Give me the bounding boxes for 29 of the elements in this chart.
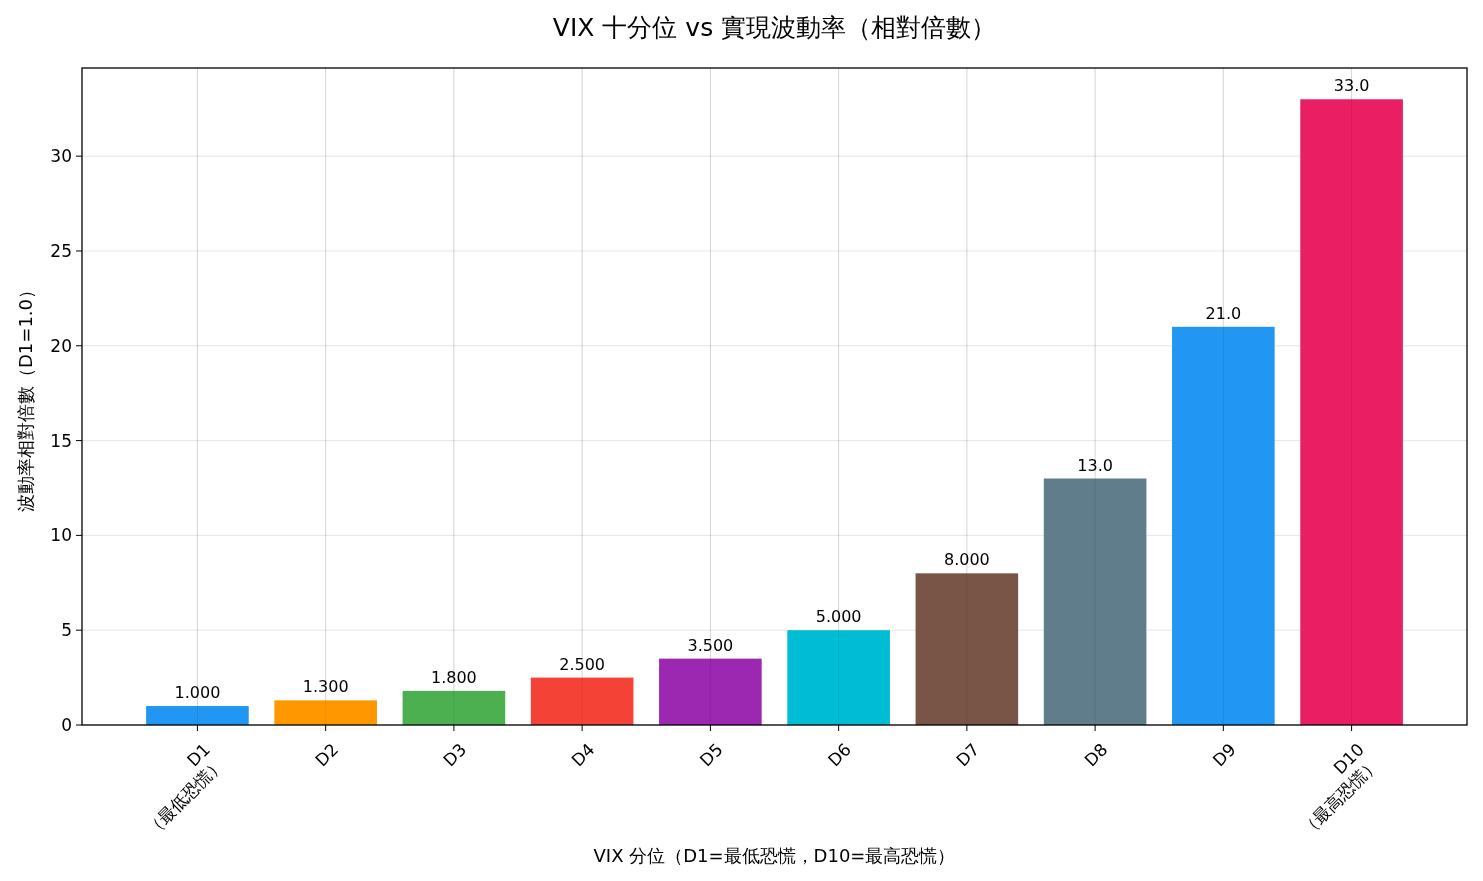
x-tick-label: D1 （最低恐慌）: [142, 739, 229, 840]
x-tick-label: D6: [824, 739, 856, 771]
x-axis-title: VIX 分位（D1=最低恐慌，D10=最高恐慌）: [593, 845, 956, 866]
x-tick-label: D7: [952, 739, 984, 771]
y-tick-label: 25: [50, 240, 72, 261]
y-tick-label: 5: [61, 620, 72, 641]
x-tick-label: D8: [1080, 739, 1112, 771]
data-label: 8.000: [943, 550, 990, 570]
data-label: 5.000: [815, 607, 862, 627]
y-tick-label: 30: [50, 146, 72, 167]
data-label: 1.300: [302, 677, 349, 697]
data-label: 1.000: [174, 683, 221, 703]
x-tick-label: D2: [311, 739, 343, 771]
x-tick-label: D5: [695, 739, 727, 771]
x-tick-label: D9: [1208, 739, 1240, 771]
data-label: 1.800: [430, 667, 477, 687]
y-tick-label: 15: [50, 430, 72, 451]
data-label: 21.0: [1205, 303, 1242, 323]
data-label: 33.0: [1333, 76, 1370, 96]
y-tick-label: 10: [50, 525, 72, 546]
y-tick-label: 20: [50, 335, 72, 356]
y-tick-label: 0: [61, 715, 72, 735]
chart-title: VIX 十分位 vs 實現波動率（相對倍數）: [552, 13, 997, 42]
data-label: 3.500: [687, 635, 734, 655]
data-label: 2.500: [559, 654, 606, 674]
data-label: 13.0: [1077, 455, 1113, 475]
x-tick-label: D4: [567, 739, 599, 771]
x-tick-label: D3: [439, 739, 471, 771]
y-axis-title: 波動率相對倍數（D1=1.0）: [15, 280, 36, 513]
